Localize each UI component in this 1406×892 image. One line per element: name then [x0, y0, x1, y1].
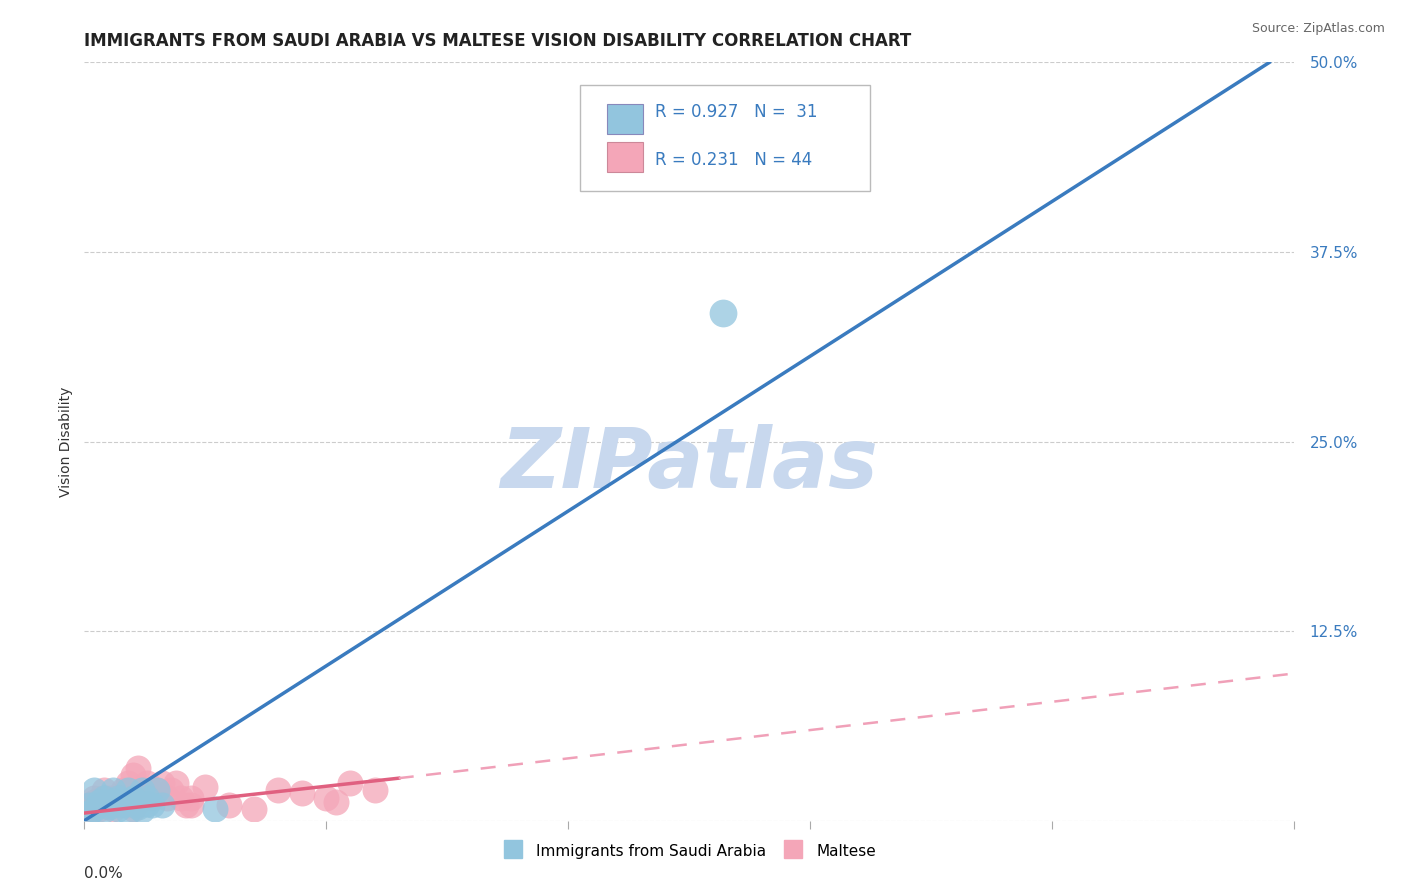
Point: [242, 801, 264, 815]
Point: [150, 776, 173, 790]
Point: [218, 798, 240, 813]
Point: [117, 776, 139, 790]
Point: [103, 794, 125, 808]
Point: [77, 801, 100, 815]
Point: [112, 783, 135, 797]
Text: R = 0.231   N = 44: R = 0.231 N = 44: [655, 151, 813, 169]
Point: [121, 801, 143, 815]
Point: [131, 783, 153, 797]
Text: IMMIGRANTS FROM SAUDI ARABIA VS MALTESE VISION DISABILITY CORRELATION CHART: IMMIGRANTS FROM SAUDI ARABIA VS MALTESE …: [84, 32, 911, 50]
FancyBboxPatch shape: [607, 142, 643, 172]
Text: 0.0%: 0.0%: [84, 866, 124, 881]
Point: [87, 798, 110, 813]
Point: [97, 798, 120, 813]
Point: [146, 783, 169, 797]
Point: [107, 801, 129, 815]
Point: [93, 783, 115, 797]
Point: [83, 801, 105, 815]
Point: [97, 791, 120, 805]
Text: Source: ZipAtlas.com: Source: ZipAtlas.com: [1251, 22, 1385, 36]
Point: [93, 803, 115, 817]
Point: [103, 783, 125, 797]
Point: [97, 800, 120, 814]
Point: [131, 791, 153, 805]
Point: [93, 791, 115, 805]
Point: [165, 776, 187, 790]
Point: [339, 776, 361, 790]
Point: [136, 797, 159, 811]
Point: [363, 783, 385, 797]
Point: [127, 798, 149, 813]
Point: [87, 798, 110, 813]
Point: [136, 776, 159, 790]
Point: [103, 801, 125, 815]
Point: [267, 783, 290, 797]
FancyBboxPatch shape: [581, 85, 870, 191]
Point: [150, 798, 173, 813]
Point: [117, 798, 139, 813]
Point: [174, 798, 197, 813]
Point: [194, 780, 217, 795]
Point: [83, 796, 105, 810]
Y-axis label: Vision Disability: Vision Disability: [59, 386, 73, 497]
Point: [121, 791, 143, 805]
Point: [121, 792, 143, 806]
Point: [131, 803, 153, 817]
Point: [107, 796, 129, 810]
Point: [136, 791, 159, 805]
Point: [204, 801, 226, 815]
Point: [291, 786, 314, 800]
Point: [141, 798, 163, 813]
Point: [77, 806, 100, 821]
Point: [87, 801, 110, 815]
Point: [107, 791, 129, 805]
Legend: Immigrants from Saudi Arabia, Maltese: Immigrants from Saudi Arabia, Maltese: [495, 835, 883, 866]
Point: [170, 791, 193, 805]
Point: [97, 798, 120, 813]
Point: [103, 798, 125, 813]
Point: [155, 791, 177, 805]
Point: [146, 783, 169, 797]
Point: [315, 791, 337, 805]
Point: [112, 798, 135, 813]
Point: [117, 805, 139, 819]
Point: [107, 791, 129, 805]
Point: [121, 768, 143, 782]
Point: [127, 796, 149, 810]
Point: [131, 783, 153, 797]
Text: ZIPatlas: ZIPatlas: [501, 424, 877, 505]
Point: [141, 791, 163, 805]
Point: [87, 796, 110, 810]
Point: [112, 791, 135, 805]
Point: [180, 791, 202, 805]
Point: [160, 783, 183, 797]
Point: [127, 800, 149, 814]
Point: [127, 760, 149, 774]
Point: [117, 783, 139, 797]
Point: [83, 783, 105, 797]
Point: [93, 791, 115, 805]
Text: R = 0.927   N =  31: R = 0.927 N = 31: [655, 103, 817, 121]
Point: [77, 798, 100, 813]
Point: [77, 798, 100, 813]
Point: [180, 798, 202, 813]
Point: [325, 796, 347, 810]
Point: [112, 797, 135, 811]
Point: [711, 305, 734, 319]
Point: [83, 791, 105, 805]
FancyBboxPatch shape: [607, 104, 643, 135]
